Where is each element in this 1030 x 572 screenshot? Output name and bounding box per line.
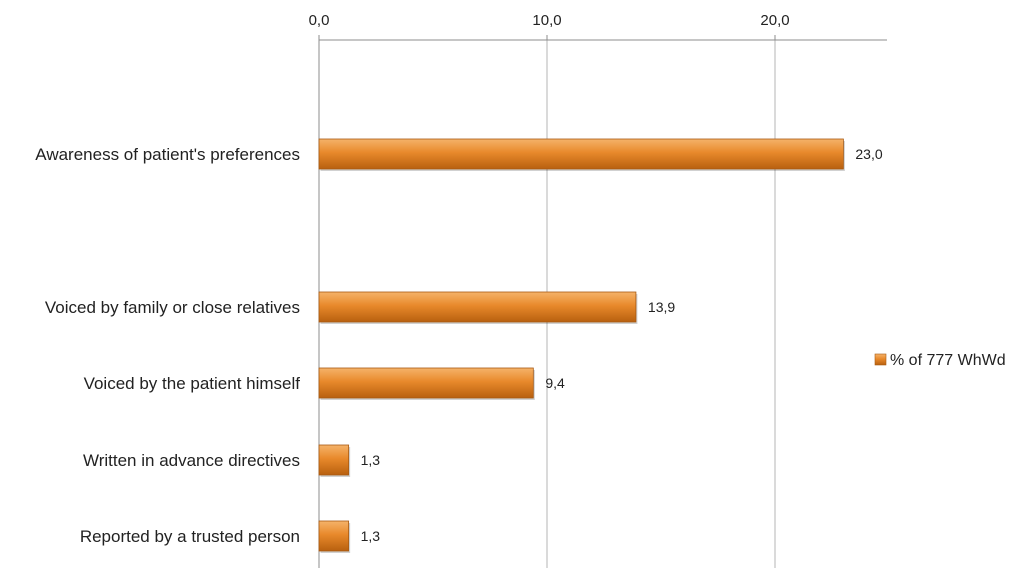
x-axis: 0,0 10,0 20,0 — [309, 12, 887, 41]
bars — [318, 138, 845, 553]
data-label: 1,3 — [361, 528, 381, 544]
data-label: 23,0 — [855, 146, 882, 162]
legend: % of 777 WhWd — [874, 352, 1006, 369]
bar — [318, 367, 534, 399]
value-labels: 23,0 13,9 9,4 1,3 1,3 — [361, 146, 883, 544]
tick-label: 10,0 — [532, 12, 561, 29]
data-label: 9,4 — [545, 375, 565, 391]
category-label: Voiced by the patient himself — [84, 374, 301, 393]
category-label: Written in advance directives — [83, 451, 300, 470]
bar — [318, 444, 350, 476]
category-label: Reported by a trusted person — [80, 527, 300, 546]
tick-label: 20,0 — [760, 12, 789, 29]
legend-label: % of 777 WhWd — [890, 352, 1006, 369]
data-label: 13,9 — [648, 299, 675, 315]
bar — [318, 138, 844, 170]
category-labels: Awareness of patient's preferences Voiced… — [35, 145, 300, 546]
legend-swatch — [874, 353, 887, 366]
bar — [318, 291, 637, 323]
category-label: Awareness of patient's preferences — [35, 145, 300, 164]
bar — [318, 520, 350, 552]
category-label: Voiced by family or close relatives — [45, 298, 300, 317]
tick-label: 0,0 — [309, 12, 330, 29]
data-label: 1,3 — [361, 452, 381, 468]
